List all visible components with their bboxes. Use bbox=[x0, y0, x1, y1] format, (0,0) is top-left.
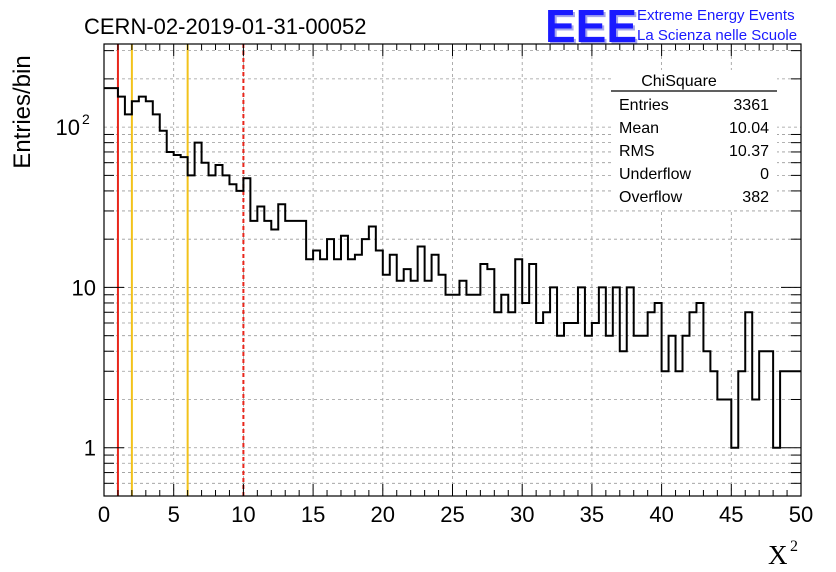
x-axis-title-symbol: X bbox=[768, 540, 788, 570]
stats-box-bg bbox=[611, 70, 777, 210]
x-tick-label: 25 bbox=[440, 502, 464, 527]
x-axis-title: X 2 bbox=[768, 538, 798, 570]
brand-line-2: La Scienza nelle Scuole bbox=[637, 27, 797, 44]
brand-line-1: Extreme Energy Events bbox=[637, 7, 795, 24]
stats-row-value: 382 bbox=[742, 189, 769, 206]
x-axis-title-superscript: 2 bbox=[790, 538, 798, 555]
stats-row-value: 10.37 bbox=[729, 143, 769, 160]
run-title: CERN-02-2019-01-31-00052 bbox=[84, 14, 367, 39]
stats-title: ChiSquare bbox=[641, 73, 717, 90]
x-tick-label: 50 bbox=[789, 502, 813, 527]
stats-row-label: Underflow bbox=[619, 166, 691, 183]
y-tick-label: 10 bbox=[56, 115, 80, 140]
x-tick-label: 10 bbox=[231, 502, 255, 527]
stats-row-value: 10.04 bbox=[729, 120, 769, 137]
histogram-series bbox=[104, 87, 801, 449]
stats-row-label: Mean bbox=[619, 120, 659, 137]
stats-row-value: 3361 bbox=[733, 97, 769, 114]
y-tick-exponent: 2 bbox=[82, 111, 90, 127]
stats-row-label: RMS bbox=[619, 143, 655, 160]
x-tick-label: 35 bbox=[580, 502, 604, 527]
x-tick-label: 5 bbox=[168, 502, 180, 527]
x-tick-label: 40 bbox=[649, 502, 673, 527]
x-tick-label: 30 bbox=[510, 502, 534, 527]
stats-row-label: Overflow bbox=[619, 189, 683, 206]
histogram-step-line bbox=[104, 87, 801, 449]
stats-rows: Entries 3361 Mean 10.04 RMS 10.37 Underflow 0 Ov… bbox=[619, 97, 769, 206]
stats-row-label: Entries bbox=[619, 97, 669, 114]
x-tick-label: 45 bbox=[719, 502, 743, 527]
x-tick-label: 0 bbox=[98, 502, 110, 527]
eee-logo-text: EEE bbox=[545, 0, 637, 52]
y-axis-title: Entries/bin bbox=[9, 55, 36, 168]
x-tick-label: 15 bbox=[301, 502, 325, 527]
x-tick-label: 20 bbox=[371, 502, 395, 527]
stats-box: ChiSquare Entries 3361 Mean 10.04 RMS 10.37 Un… bbox=[611, 70, 777, 210]
y-tick-label: 1 bbox=[84, 436, 96, 461]
plot-frame bbox=[103, 43, 802, 497]
reference-lines bbox=[116, 44, 245, 496]
y-tick-label: 10 bbox=[72, 275, 96, 300]
stats-row-value: 0 bbox=[760, 166, 769, 183]
